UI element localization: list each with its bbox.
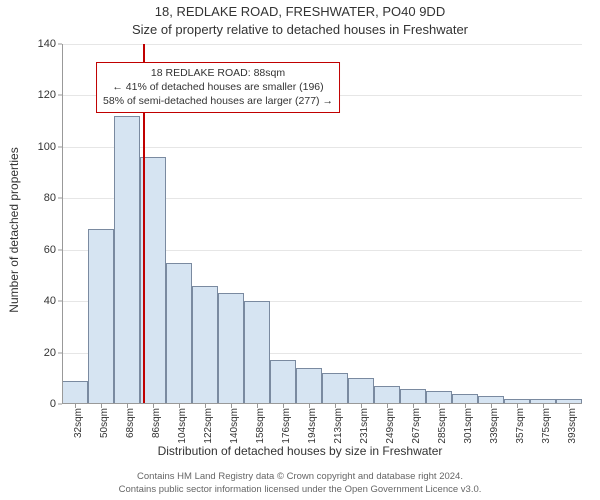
- y-tick-label: 60: [44, 244, 56, 256]
- bar: [374, 386, 399, 404]
- x-tick-label: 231sqm: [359, 408, 370, 444]
- y-tick-label: 140: [38, 38, 56, 50]
- x-tick-label: 285sqm: [437, 408, 448, 444]
- bar: [348, 378, 373, 404]
- chart-super-title: 18, REDLAKE ROAD, FRESHWATER, PO40 9DD: [0, 4, 600, 19]
- bar: [62, 381, 87, 404]
- x-tick-label: 104sqm: [177, 408, 188, 444]
- y-axis-label: Number of detached properties: [7, 147, 21, 312]
- annotation-line: 18 REDLAKE ROAD: 88sqm: [103, 66, 333, 80]
- x-tick-label: 50sqm: [99, 408, 110, 438]
- footer-line-1: Contains HM Land Registry data © Crown c…: [0, 471, 600, 483]
- property-annotation: 18 REDLAKE ROAD: 88sqm← 41% of detached …: [96, 62, 340, 113]
- bar: [270, 360, 295, 404]
- y-tick-label: 20: [44, 347, 56, 359]
- x-tick-label: 194sqm: [307, 408, 318, 444]
- footer-line-2: Contains public sector information licen…: [0, 484, 600, 496]
- x-tick-label: 68sqm: [125, 408, 136, 438]
- x-tick-label: 213sqm: [333, 408, 344, 444]
- x-tick-label: 158sqm: [255, 408, 266, 444]
- x-tick-label: 357sqm: [515, 408, 526, 444]
- bar: [114, 116, 139, 404]
- bar: [166, 263, 191, 404]
- bar: [322, 373, 347, 404]
- plot-area: 02040608010012014032sqm50sqm68sqm86sqm10…: [62, 44, 582, 404]
- y-tick-label: 120: [38, 89, 56, 101]
- x-tick-label: 393sqm: [567, 408, 578, 444]
- x-tick-label: 32sqm: [73, 408, 84, 438]
- x-tick-label: 176sqm: [281, 408, 292, 444]
- chart-title: Size of property relative to detached ho…: [0, 22, 600, 37]
- bar: [192, 286, 217, 404]
- x-tick-label: 301sqm: [463, 408, 474, 444]
- x-axis-line: [62, 403, 582, 404]
- x-axis-label: Distribution of detached houses by size …: [0, 444, 600, 458]
- bar: [88, 229, 113, 404]
- bar: [218, 293, 243, 404]
- attribution-footer: Contains HM Land Registry data © Crown c…: [0, 471, 600, 496]
- y-tick-label: 40: [44, 295, 56, 307]
- x-tick-label: 375sqm: [541, 408, 552, 444]
- size-distribution-chart: 02040608010012014032sqm50sqm68sqm86sqm10…: [62, 44, 582, 404]
- annotation-line: 58% of semi-detached houses are larger (…: [103, 94, 333, 108]
- x-tick-label: 140sqm: [229, 408, 240, 444]
- x-tick-label: 267sqm: [411, 408, 422, 444]
- x-tick-label: 122sqm: [203, 408, 214, 444]
- gridline: [62, 44, 582, 45]
- bar: [244, 301, 269, 404]
- gridline: [62, 147, 582, 148]
- x-tick-label: 249sqm: [385, 408, 396, 444]
- bar: [296, 368, 321, 404]
- y-tick-label: 80: [44, 192, 56, 204]
- x-tick-label: 86sqm: [151, 408, 162, 438]
- page-root: 18, REDLAKE ROAD, FRESHWATER, PO40 9DD S…: [0, 0, 600, 500]
- bar: [400, 389, 425, 404]
- annotation-line: ← 41% of detached houses are smaller (19…: [103, 80, 333, 94]
- x-tick-label: 339sqm: [489, 408, 500, 444]
- y-axis-line: [62, 44, 63, 404]
- y-tick-label: 100: [38, 141, 56, 153]
- y-tick-label: 0: [50, 398, 56, 410]
